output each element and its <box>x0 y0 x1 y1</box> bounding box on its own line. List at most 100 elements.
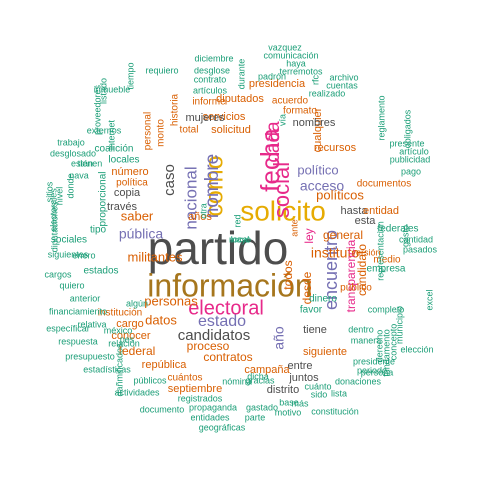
word-empresa: empresa <box>367 264 406 275</box>
word-parte: parte <box>245 412 266 422</box>
word-campana: campaña <box>244 364 290 376</box>
word-listado: listado <box>98 78 108 104</box>
word-vazquez: vazquez <box>268 42 302 52</box>
word-informacion: información <box>147 267 312 303</box>
word-lista: lista <box>331 388 347 398</box>
word-ley: ley <box>302 228 316 243</box>
word-sitios: sitios <box>44 181 54 202</box>
word-mayo: mayo <box>229 234 251 244</box>
word-acceso: acceso <box>300 178 345 194</box>
word-ante: ante <box>289 219 299 237</box>
word-publico: público <box>340 283 372 294</box>
word-solicitud: solicitud <box>211 124 251 136</box>
word-donde: donde <box>65 173 75 198</box>
word-relativa: relativa <box>77 319 106 329</box>
word-proveedores: proveedores <box>92 84 102 135</box>
word-representacion: representación <box>375 221 385 281</box>
word-entidades: entidades <box>190 412 230 422</box>
word-tienen: tienen <box>78 158 103 168</box>
word-todos: todos <box>281 260 295 289</box>
word-base: base <box>279 397 299 407</box>
word-nava: nava <box>69 170 89 180</box>
word-mexico: méxico <box>104 325 133 335</box>
word-estados: estados <box>83 266 118 277</box>
word-documento: documento <box>140 404 185 414</box>
word-historia: historia <box>170 93 181 126</box>
word-pago: pago <box>401 166 421 176</box>
word-anterior: anterior <box>70 293 101 303</box>
word-republica: república <box>142 359 188 371</box>
word-gracias: gracias <box>245 375 275 385</box>
word-institucion: institución <box>98 308 142 319</box>
word-dentro: dentro <box>348 324 374 334</box>
word-haya: haya <box>286 58 306 68</box>
word-version: versión <box>351 247 380 257</box>
word-municipio: municipio <box>394 306 404 344</box>
word-recursos: recursos <box>314 142 357 154</box>
word-candidato: candidato <box>355 244 369 296</box>
word-siguientes: siguientes <box>48 249 89 259</box>
word-solicito: solicito <box>240 195 326 226</box>
word-internet: internet <box>106 119 116 150</box>
word-dinero: dinero <box>309 294 337 305</box>
word-realizado: realizado <box>309 88 346 98</box>
word-cuantos: cuántos <box>167 373 202 384</box>
word-pasados: pasados <box>403 244 438 254</box>
word-politico: político <box>297 162 338 177</box>
word-respuesta: respuesta <box>58 336 98 346</box>
word-motivo: motivo <box>275 407 302 417</box>
word-pes: pes <box>120 334 135 344</box>
word-eleccion: elección <box>400 344 433 354</box>
word-otra: otra <box>198 203 208 219</box>
word-local: local <box>231 234 250 244</box>
word-entidad: entidad <box>363 205 399 217</box>
word-especificar: específicar <box>46 323 90 333</box>
word-datos: datos <box>145 312 177 327</box>
word-servicios: servicios <box>203 111 246 123</box>
word-encuentro: encuentro <box>321 230 341 310</box>
word-relacion: relación <box>108 338 140 348</box>
word-derecho: derecho <box>374 330 384 363</box>
word-presupuesto: presupuesto <box>65 351 115 361</box>
word-hasta: hasta <box>341 205 369 217</box>
word-nombre: nombre <box>202 154 223 218</box>
word-proporcional: proporcional <box>98 171 109 226</box>
word-medio: medio <box>373 255 401 266</box>
word-tiene: tiene <box>303 324 327 336</box>
word-cada: cada <box>263 121 284 163</box>
word-nomina: nómina <box>222 376 252 386</box>
word-social: social <box>269 162 294 218</box>
word-enero: enero <box>72 250 95 260</box>
word-conocer: conocer <box>111 330 150 342</box>
word-padron: padrón <box>258 71 286 81</box>
word-cargo: cargo <box>116 318 144 330</box>
word-presidencia: presidencia <box>249 78 306 90</box>
word-cantidad: cantidad <box>399 234 433 244</box>
word-excel: excel <box>424 289 434 310</box>
word-mas: más <box>291 398 309 408</box>
word-terremotos: terremotos <box>279 66 323 76</box>
word-distrito: distrito <box>267 384 299 396</box>
word-acuerdo: acuerdo <box>272 96 309 107</box>
word-contratos: contratos <box>203 350 252 364</box>
word-locales: locales <box>108 155 139 166</box>
word-archivo: archivo <box>329 72 358 82</box>
word-saber: saber <box>121 208 154 223</box>
word-propaganda: propaganda <box>189 402 237 412</box>
word-nombres: nombres <box>293 117 336 129</box>
word-diputaciones: diputaciones <box>49 201 59 252</box>
word-persona: persona <box>361 367 394 377</box>
word-registrados: registrados <box>178 393 223 403</box>
word-cargos: cargos <box>44 269 72 279</box>
word-politica: política <box>116 178 148 189</box>
word-desde: desde <box>300 271 314 304</box>
word-traves: través <box>107 201 137 213</box>
word-publica: pública <box>119 226 164 242</box>
word-trabajo: trabajo <box>57 137 85 147</box>
word-favor: favor <box>300 305 323 316</box>
word-copia: copia <box>114 187 141 199</box>
word-mujeres: mujeres <box>185 112 225 124</box>
word-federales: federales <box>377 224 418 235</box>
word-personas: personas <box>144 293 198 308</box>
word-desglosado: desglosado <box>50 148 96 158</box>
